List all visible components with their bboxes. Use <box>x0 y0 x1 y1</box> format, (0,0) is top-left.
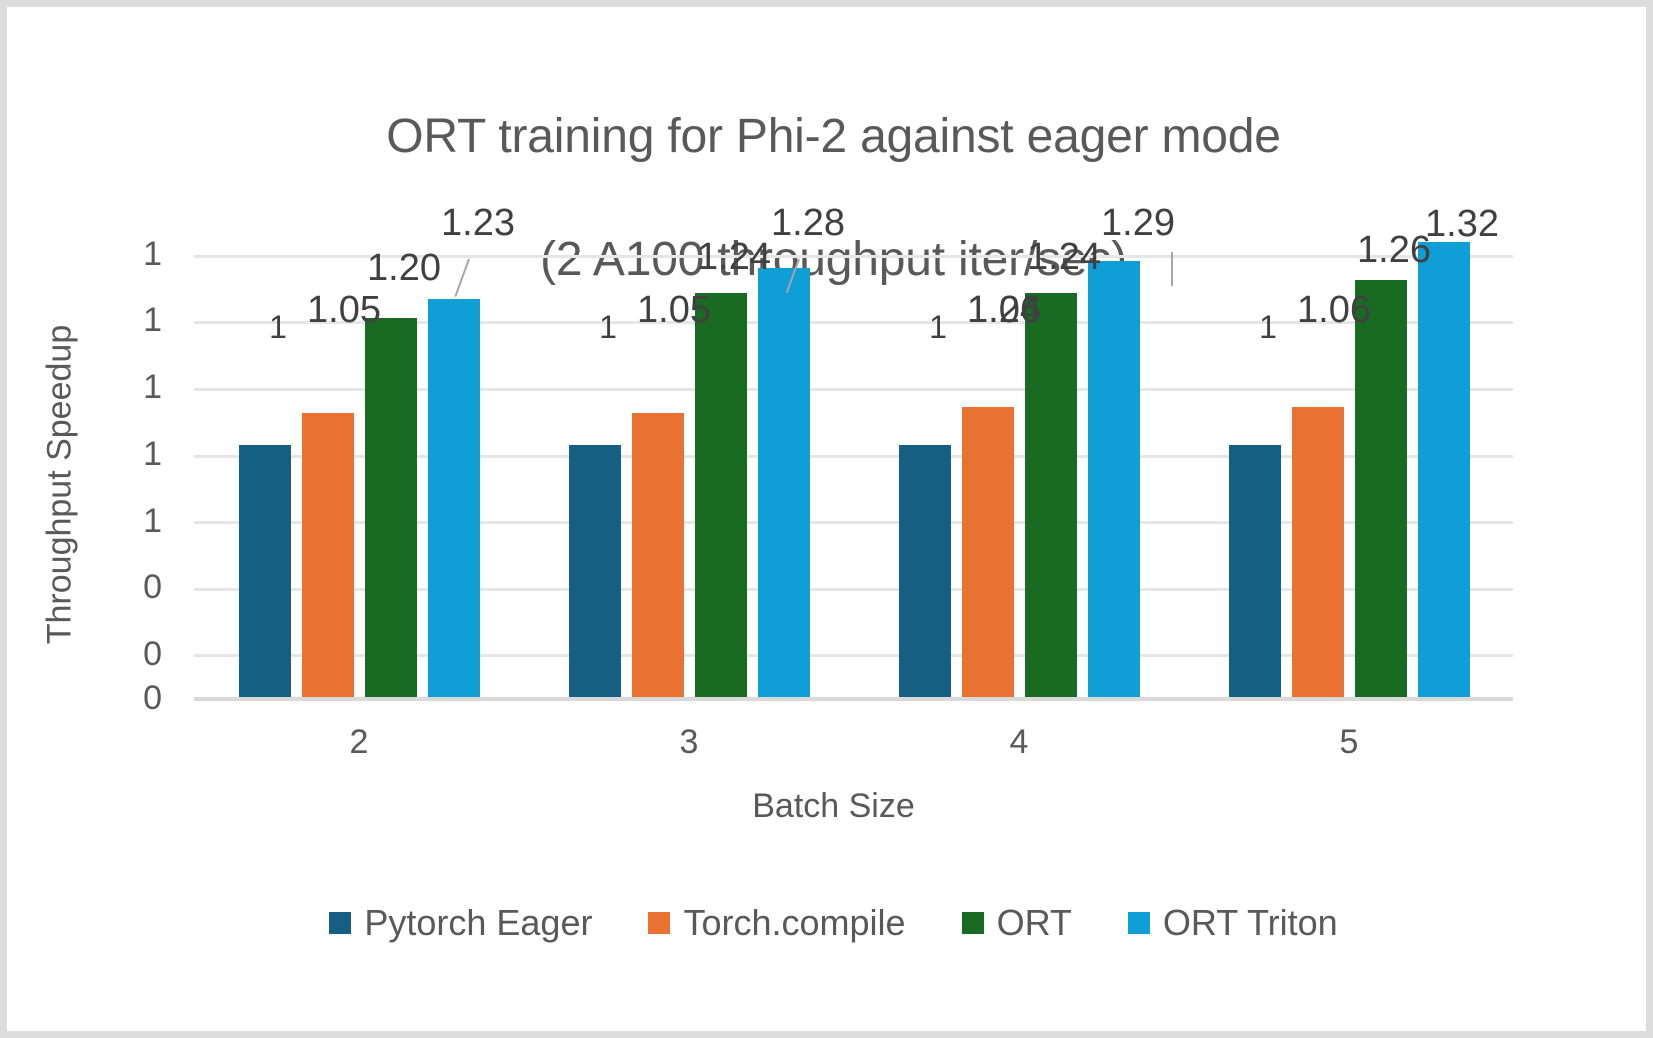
y-tick-label: 1 <box>143 502 162 540</box>
bar-group <box>194 255 523 699</box>
y-tick-label: 1 <box>143 301 162 339</box>
bar-ort[interactable] <box>1355 280 1407 699</box>
bar-ort[interactable] <box>365 318 417 699</box>
data-label: 1.24 <box>697 236 771 278</box>
data-label: 1.06 <box>1297 289 1371 331</box>
x-tick-label: 5 <box>1339 723 1359 761</box>
gridline <box>194 521 1513 524</box>
data-label: 1.24 <box>967 289 1041 331</box>
y-tick-label: 0 <box>143 635 162 673</box>
legend-item-torch-compile[interactable]: Torch.compile <box>648 902 906 944</box>
legend-swatch-icon <box>648 912 671 934</box>
data-label: 1.06 <box>967 289 1041 331</box>
gridline <box>194 588 1513 591</box>
legend-label: ORT Triton <box>1162 902 1338 943</box>
chart-title: ORT training for Phi-2 against eager mod… <box>7 45 1646 352</box>
gridline <box>194 388 1513 391</box>
y-tick-label: 1 <box>143 235 162 273</box>
y-tick-label: 1 <box>143 368 162 406</box>
data-label: 1.05 <box>307 289 381 331</box>
x-tick-label: 3 <box>679 723 699 761</box>
legend-item-pytorch-eager[interactable]: Pytorch Eager <box>329 902 592 944</box>
leader-line <box>1171 252 1173 286</box>
bar-group <box>854 255 1183 699</box>
data-label: 1 <box>1259 309 1277 345</box>
data-label: 1.24 <box>1027 236 1101 278</box>
chart-title-line-1: ORT training for Phi-2 against eager mod… <box>386 110 1281 164</box>
bar-ort-triton[interactable] <box>758 268 810 699</box>
chart-legend: Pytorch Eager Torch.compile ORT ORT Trit… <box>7 902 1646 944</box>
data-label: 1.23 <box>441 202 515 244</box>
data-label: 1.32 <box>1425 203 1499 245</box>
y-axis-tick-labels: 1 1 1 1 1 0 0 0 <box>102 7 162 1031</box>
bar-ort-triton[interactable] <box>428 299 480 699</box>
legend-label: Torch.compile <box>683 902 906 943</box>
legend-swatch-icon <box>329 912 352 934</box>
bar-group <box>524 255 853 699</box>
data-label: 1.26 <box>1357 229 1431 271</box>
bar-torch-compile[interactable] <box>632 413 684 699</box>
gridline <box>194 455 1513 458</box>
chart-title-line-2: (2 A100 throughput iter/sec) <box>540 233 1127 287</box>
data-label: 1 <box>929 309 947 345</box>
bar-group <box>1184 242 1513 699</box>
gridline <box>194 255 1513 258</box>
legend-item-ort[interactable]: ORT <box>961 902 1072 944</box>
legend-label: ORT <box>996 902 1072 943</box>
x-tick-label: 4 <box>1009 723 1029 761</box>
data-label: 1 <box>599 309 617 345</box>
gridline <box>194 654 1513 657</box>
y-tick-label: 0 <box>143 568 162 606</box>
bar-pytorch-eager[interactable] <box>569 445 621 699</box>
data-label: 1.20 <box>367 247 441 289</box>
bar-ort-triton[interactable] <box>1088 261 1140 699</box>
legend-swatch-icon <box>961 912 984 934</box>
bar-ort[interactable] <box>1025 293 1077 699</box>
data-label: 1.05 <box>637 289 711 331</box>
legend-label: Pytorch Eager <box>364 902 593 943</box>
plot-area <box>194 242 1513 699</box>
bar-pytorch-eager[interactable] <box>899 445 951 699</box>
x-tick-label: 2 <box>349 723 369 761</box>
bar-torch-compile[interactable] <box>1292 407 1344 699</box>
x-axis-title: Batch Size <box>752 787 915 825</box>
bar-torch-compile[interactable] <box>962 407 1014 699</box>
y-axis-title: Throughput Speedup <box>40 324 79 645</box>
bar-ort-triton[interactable] <box>1418 242 1470 699</box>
bar-pytorch-eager[interactable] <box>1229 445 1281 699</box>
data-label: 1 <box>269 309 287 345</box>
bar-pytorch-eager[interactable] <box>239 445 291 699</box>
bar-torch-compile[interactable] <box>302 413 354 699</box>
y-tick-label: 0 <box>143 679 162 717</box>
y-tick-label: 1 <box>143 435 162 473</box>
data-label: 1.29 <box>1101 202 1175 244</box>
x-axis-line <box>194 697 1513 701</box>
data-label: 1.28 <box>771 202 845 244</box>
gridline <box>194 321 1513 324</box>
legend-item-ort-triton[interactable]: ORT Triton <box>1127 902 1338 944</box>
legend-swatch-icon <box>1127 912 1150 934</box>
bar-ort[interactable] <box>695 293 747 699</box>
